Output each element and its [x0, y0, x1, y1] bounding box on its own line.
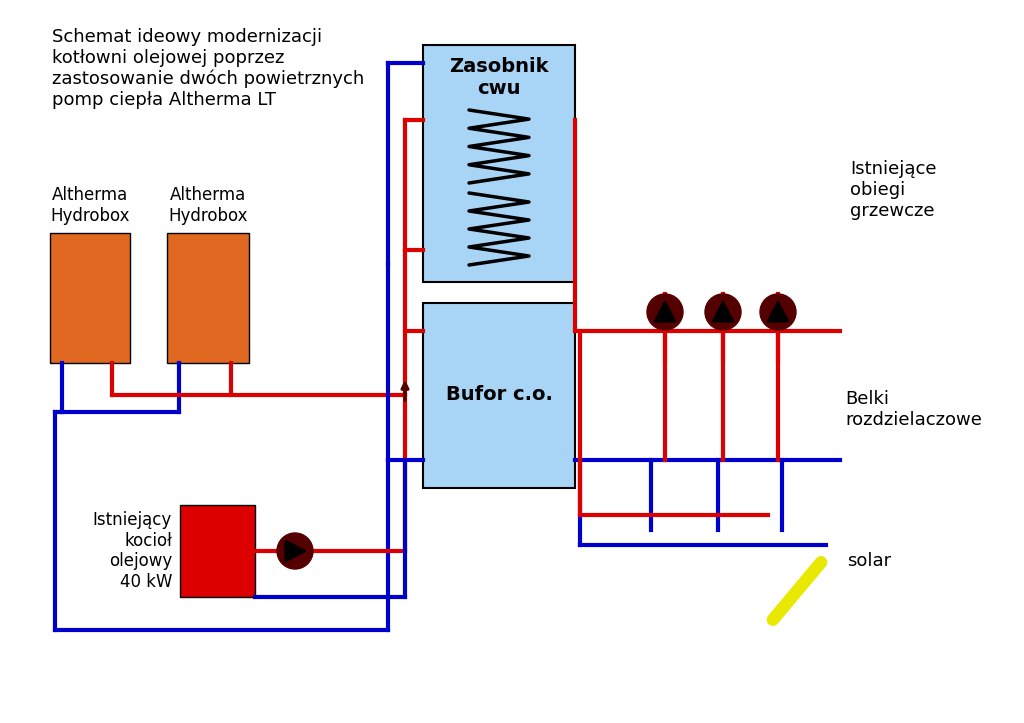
Text: Belki
rozdzielaczowe: Belki rozdzielaczowe — [845, 390, 982, 429]
Text: Bufor c.o.: Bufor c.o. — [445, 385, 552, 404]
Bar — [180, 505, 255, 597]
Text: Schemat ideowy modernizacji
kotłowni olejowej poprzez
zastosowanie dwóch powietr: Schemat ideowy modernizacji kotłowni ole… — [52, 28, 365, 109]
Polygon shape — [654, 301, 676, 322]
Circle shape — [647, 294, 683, 330]
Circle shape — [760, 294, 796, 330]
Polygon shape — [713, 301, 734, 322]
Text: Zasobnik
cwu: Zasobnik cwu — [450, 57, 549, 98]
Bar — [50, 233, 130, 363]
Polygon shape — [767, 301, 788, 322]
Text: Istniejące
obiegi
grzewcze: Istniejące obiegi grzewcze — [850, 160, 937, 220]
Bar — [167, 233, 249, 363]
Circle shape — [278, 533, 313, 569]
Text: Istniejący
kocioł
olejowy
40 kW: Istniejący kocioł olejowy 40 kW — [93, 511, 172, 591]
Polygon shape — [285, 540, 306, 562]
Text: Altherma
Hydrobox: Altherma Hydrobox — [50, 187, 130, 225]
Bar — [423, 303, 575, 488]
Circle shape — [705, 294, 741, 330]
Text: solar: solar — [847, 552, 891, 570]
Bar — [423, 45, 575, 282]
Text: Altherma
Hydrobox: Altherma Hydrobox — [168, 187, 248, 225]
